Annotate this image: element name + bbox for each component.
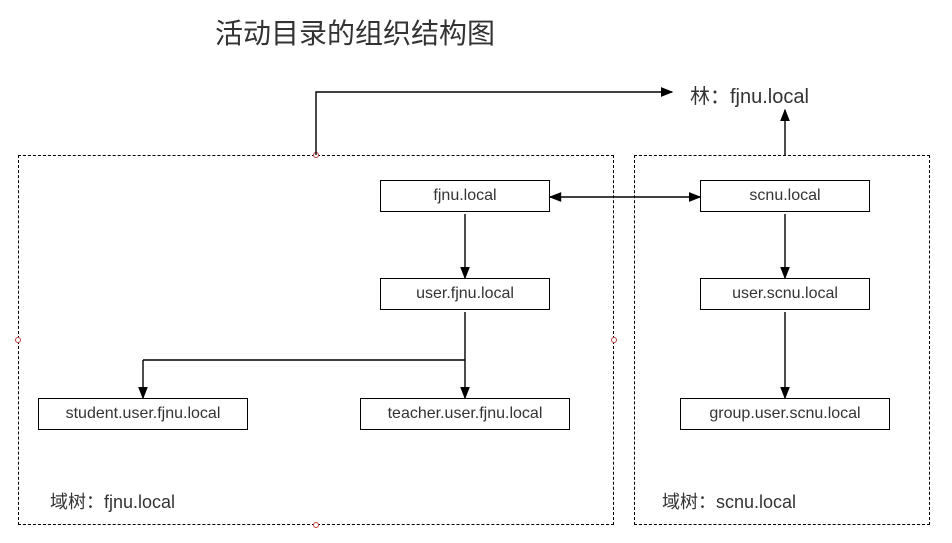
node-fjnu-student: student.user.fjnu.local [38, 398, 248, 430]
node-scnu-root: scnu.local [700, 180, 870, 212]
forest-label: 林：fjnu.local [690, 80, 809, 109]
diagram-title: 活动目录的组织结构图 [215, 12, 495, 52]
resize-handle[interactable] [313, 522, 319, 528]
tree-label-fjnu: 域树：fjnu.local [50, 488, 175, 514]
node-scnu-group: group.user.scnu.local [680, 398, 890, 430]
resize-handle[interactable] [313, 152, 319, 158]
resize-handle[interactable] [611, 337, 617, 343]
resize-handle[interactable] [15, 337, 21, 343]
node-scnu-user: user.scnu.local [700, 278, 870, 310]
node-fjnu-root: fjnu.local [380, 180, 550, 212]
tree-label-scnu: 域树：scnu.local [662, 488, 796, 514]
node-fjnu-user: user.fjnu.local [380, 278, 550, 310]
node-fjnu-teacher: teacher.user.fjnu.local [360, 398, 570, 430]
